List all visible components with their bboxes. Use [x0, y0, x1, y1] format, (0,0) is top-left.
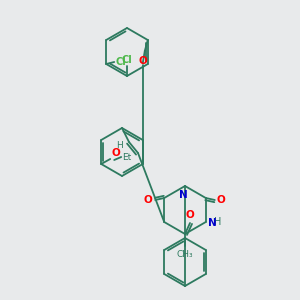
- Text: CH₃: CH₃: [177, 250, 193, 259]
- Text: N: N: [208, 218, 217, 228]
- Text: Et: Et: [122, 152, 131, 161]
- Text: O: O: [217, 195, 226, 205]
- Text: O: O: [111, 148, 120, 158]
- Text: Cl: Cl: [122, 55, 132, 65]
- Text: H: H: [116, 140, 123, 149]
- Text: O: O: [143, 195, 152, 205]
- Text: O: O: [138, 56, 147, 66]
- Text: H: H: [214, 217, 221, 227]
- Text: O: O: [186, 210, 194, 220]
- Text: Cl: Cl: [115, 57, 126, 67]
- Text: N: N: [178, 190, 188, 200]
